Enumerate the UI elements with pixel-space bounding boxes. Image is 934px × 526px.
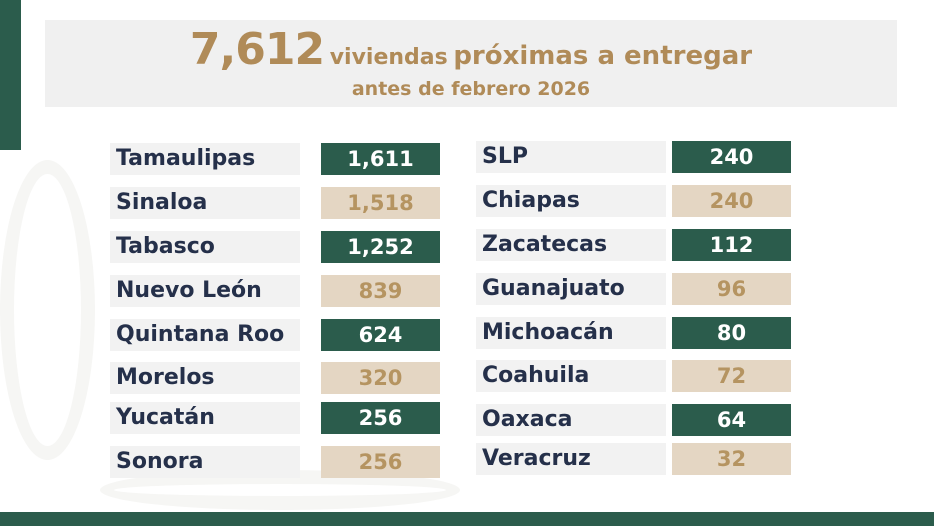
- state-name: Sinaloa: [110, 187, 300, 219]
- state-value: 96: [672, 273, 791, 305]
- state-value: 80: [672, 317, 791, 349]
- bottom-accent-bar: [0, 512, 934, 526]
- state-name: Chiapas: [476, 185, 666, 217]
- title-banner: 7,612 viviendas próximas a entregar ante…: [45, 20, 897, 107]
- title-rest: próximas a entregar: [453, 41, 753, 71]
- state-value: 839: [321, 275, 440, 307]
- state-value: 624: [321, 319, 440, 351]
- state-value: 1,252: [321, 231, 440, 263]
- state-value: 64: [672, 404, 791, 436]
- state-name: Yucatán: [110, 402, 300, 434]
- state-name: Nuevo León: [110, 275, 300, 307]
- state-name: SLP: [476, 141, 666, 173]
- title: 7,612 viviendas próximas a entregar: [45, 24, 897, 75]
- title-word: viviendas: [329, 45, 448, 70]
- state-name: Sonora: [110, 446, 300, 478]
- state-value: 256: [321, 402, 440, 434]
- total-count: 7,612: [189, 24, 325, 75]
- state-value: 32: [672, 443, 791, 475]
- state-value: 256: [321, 446, 440, 478]
- state-name: Veracruz: [476, 443, 666, 475]
- state-value: 1,518: [321, 187, 440, 219]
- state-name: Zacatecas: [476, 229, 666, 261]
- subtitle: antes de febrero 2026: [351, 78, 591, 100]
- state-value: 240: [672, 185, 791, 217]
- state-name: Coahuila: [476, 360, 666, 392]
- state-name: Quintana Roo: [110, 319, 300, 351]
- state-value: 320: [321, 362, 440, 394]
- state-name: Oaxaca: [476, 404, 666, 436]
- state-name: Morelos: [110, 362, 300, 394]
- background-ornament: [0, 160, 95, 460]
- left-accent-bar: [0, 0, 21, 150]
- state-name: Michoacán: [476, 317, 666, 349]
- state-name: Tamaulipas: [110, 143, 300, 175]
- state-value: 240: [672, 141, 791, 173]
- state-name: Guanajuato: [476, 273, 666, 305]
- state-value: 112: [672, 229, 791, 261]
- state-name: Tabasco: [110, 231, 300, 263]
- state-value: 72: [672, 360, 791, 392]
- state-value: 1,611: [321, 143, 440, 175]
